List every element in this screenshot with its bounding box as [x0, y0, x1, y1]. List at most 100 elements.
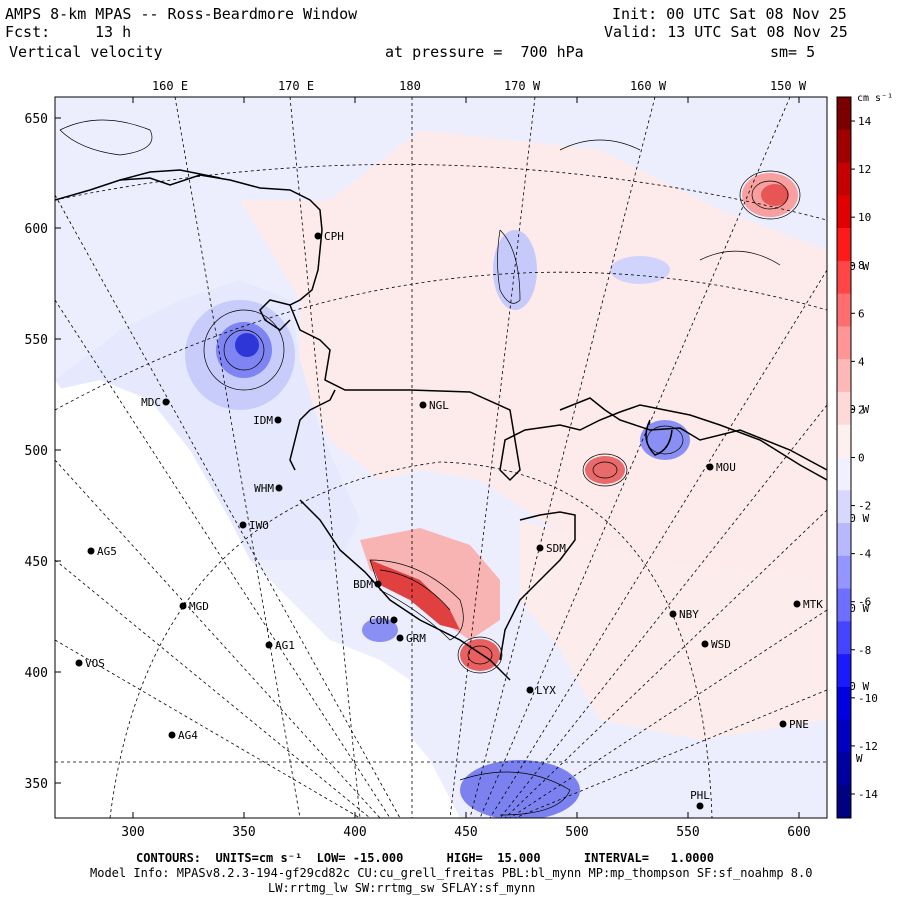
- colorbar-swatch: [837, 457, 851, 491]
- station-label-wsd: WSD: [711, 638, 731, 651]
- x-tick-label: 350: [232, 825, 255, 840]
- colorbar-swatch: [837, 654, 851, 688]
- station-marker-ag1: [265, 641, 273, 649]
- station-label-mou: MOU: [716, 461, 736, 474]
- colorbar-swatch: [837, 555, 851, 590]
- station-marker-mdc: [162, 398, 170, 406]
- model-info: Model Info: MPASv8.2.3-194-gf29cd82c CU:…: [90, 866, 813, 880]
- lon-label-top: 170 E: [278, 79, 314, 93]
- lon-label-top: 180: [399, 79, 421, 93]
- station-marker-pne: [779, 720, 787, 728]
- station-label-cph: CPH: [324, 230, 344, 243]
- station-marker-lyx: [526, 686, 534, 694]
- station-label-grm: GRM: [406, 632, 426, 645]
- field-light-pink-2: [520, 520, 827, 740]
- station-label-mgd: MGD: [189, 600, 209, 613]
- station-marker-cph: [314, 232, 322, 240]
- map-frame: [54, 96, 828, 819]
- station-label-pne: PNE: [789, 718, 809, 731]
- station-label-ag1: AG1: [275, 639, 295, 652]
- station-marker-vos: [75, 659, 83, 667]
- station-label-bdm: BDM: [353, 578, 373, 591]
- colorbar: [837, 97, 851, 819]
- colorbar-swatch: [837, 162, 851, 196]
- station-marker-mtk: [793, 600, 801, 608]
- positive-strip: [360, 528, 500, 640]
- y-tick-label: 600: [25, 222, 48, 237]
- station-label-con: CON: [369, 614, 389, 627]
- model-physics: LW:rrtmg_lw SW:rrtmg_sw SFLAY:sf_mynn: [268, 881, 536, 895]
- station-marker-idm: [274, 416, 282, 424]
- x-tick-label: 450: [454, 825, 477, 840]
- colorbar-swatch: [837, 195, 851, 229]
- station-label-sdm: SDM: [546, 542, 566, 555]
- colorbar-label: -4: [858, 548, 872, 561]
- colorbar-swatch: [837, 424, 851, 458]
- field-light-pink: [240, 130, 827, 620]
- colorbar-swatch: [837, 523, 851, 557]
- station-marker-mgd: [179, 602, 187, 610]
- colorbar-swatch: [837, 588, 851, 622]
- colorbar-label: -2: [858, 500, 871, 513]
- station-label-mtk: MTK: [803, 598, 823, 611]
- colorbar-swatch: [837, 97, 851, 131]
- y-tick-label: 400: [25, 666, 48, 681]
- station-label-vos: VOS: [85, 657, 105, 670]
- colorbar-swatch: [837, 228, 851, 262]
- colorbar-swatch: [837, 621, 851, 655]
- station-marker-bdm: [374, 580, 382, 588]
- x-tick-label: 300: [121, 825, 144, 840]
- valid-time: Valid: 13 UTC Sat 08 Nov 25: [604, 23, 848, 41]
- colorbar-label: 10: [858, 211, 871, 224]
- station-marker-whm: [275, 484, 283, 492]
- colorbar-swatch: [837, 260, 851, 295]
- station-marker-phl: [696, 802, 704, 810]
- colorbar-swatch: [837, 752, 851, 786]
- positive-core-4: [585, 456, 625, 484]
- y-tick-label: 450: [25, 555, 48, 570]
- smoothing-value: sm= 5: [770, 43, 816, 61]
- colorbar-label: 4: [858, 355, 865, 368]
- x-tick-label: 600: [787, 825, 810, 840]
- x-tick-label: 500: [565, 825, 588, 840]
- no-data-region: [55, 380, 410, 818]
- station-label-ag5: AG5: [97, 545, 117, 558]
- station-label-nby: NBY: [679, 608, 699, 621]
- contours-info: CONTOURS: UNITS=cm s⁻¹ LOW= -15.000 HIGH…: [136, 851, 714, 865]
- colorbar-swatch: [837, 129, 851, 164]
- colorbar-label: 6: [858, 307, 865, 320]
- lon-label-top: 160 E: [152, 79, 188, 93]
- colorbar-swatch: [837, 293, 851, 327]
- station-marker-grm: [396, 634, 404, 642]
- station-marker-con: [390, 616, 398, 624]
- forecast-label: Fcst:: [5, 23, 51, 41]
- station-label-mdc: MDC: [141, 396, 161, 409]
- map-title: AMPS 8-km MPAS -- Ross-Beardmore Window: [5, 5, 358, 23]
- station-marker-ag5: [87, 547, 95, 555]
- station-label-whm: WHM: [254, 482, 274, 495]
- contour-lines: [59, 119, 801, 816]
- station-label-idm: IDM: [253, 414, 273, 427]
- x-tick-label: 550: [676, 825, 699, 840]
- lon-label-top: 170 W: [504, 79, 541, 93]
- station-marker-iwo: [239, 521, 247, 529]
- colorbar-label: 14: [858, 115, 872, 128]
- y-tick-label: 350: [25, 777, 48, 792]
- station-marker-sdm: [536, 544, 544, 552]
- colorbar-label: 12: [858, 163, 871, 176]
- positive-strip-core: [370, 560, 460, 630]
- colorbar-label: 2: [858, 403, 865, 416]
- station-label-lyx: LYX: [536, 684, 556, 697]
- forecast-hour: 13 h: [95, 23, 132, 41]
- station-marker-mou: [706, 463, 714, 471]
- colorbar-unit: cm s⁻¹: [857, 93, 894, 104]
- colorbar-swatch: [837, 326, 851, 360]
- lon-label-top: 150 W: [770, 79, 807, 93]
- colorbar-label: -10: [858, 692, 878, 705]
- colorbar-swatch: [837, 719, 851, 753]
- init-time: Init: 00 UTC Sat 08 Nov 25: [612, 5, 847, 23]
- negative-patch-5: [610, 256, 670, 284]
- colorbar-label: 0: [858, 452, 865, 465]
- colorbar-swatch: [837, 785, 851, 819]
